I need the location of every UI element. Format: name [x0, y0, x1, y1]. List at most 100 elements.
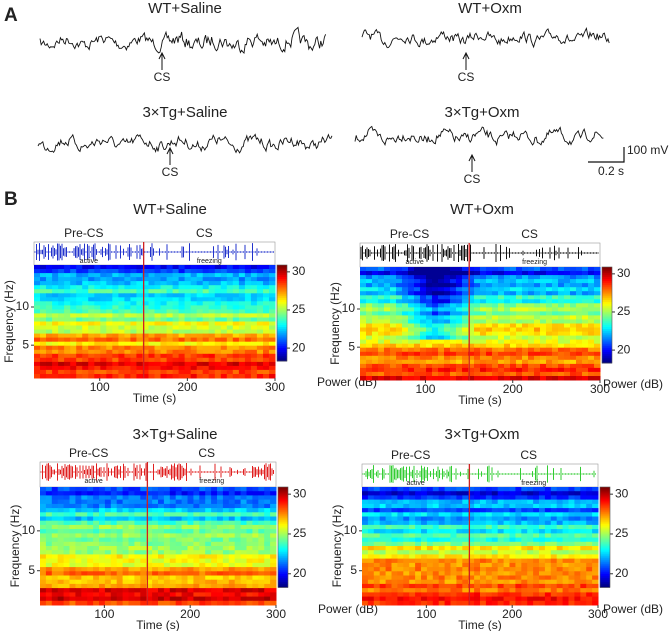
- heatmap-cell: [509, 520, 516, 526]
- heatmap-cell: [521, 499, 528, 505]
- heatmap-cell: [580, 533, 587, 539]
- heatmap-cell: [214, 285, 222, 290]
- heatmap-cell: [544, 487, 552, 492]
- heatmap-cell: [193, 567, 200, 572]
- heatmap-cell: [134, 546, 141, 551]
- heatmap-cell: [397, 537, 404, 543]
- heatmap-cell: [82, 289, 89, 294]
- heatmap-cell: [421, 546, 428, 551]
- heatmap-cell: [75, 554, 82, 560]
- heatmap-cell: [217, 487, 224, 492]
- heatmap-cell: [396, 355, 403, 361]
- heatmap-cell: [142, 374, 149, 379]
- heatmap-cell: [384, 291, 391, 296]
- heatmap-cell: [546, 371, 553, 377]
- heatmap-cell: [222, 558, 230, 564]
- heatmap-cell: [539, 503, 546, 509]
- heatmap-cell: [208, 277, 216, 282]
- heatmap-cell: [414, 355, 421, 361]
- heatmap-cell: [166, 369, 174, 375]
- heatmap-cell: [485, 533, 493, 539]
- heatmap-cell: [220, 277, 228, 282]
- heatmap-cell: [485, 524, 493, 530]
- heatmap-cell: [576, 376, 583, 381]
- heatmap-cell: [70, 337, 77, 343]
- active-label: active: [85, 478, 103, 485]
- colorbar-cell: [278, 527, 288, 530]
- heatmap-cell: [166, 357, 174, 363]
- heatmap-cell: [82, 325, 89, 330]
- heatmap-cell: [124, 289, 131, 294]
- heatmap-cell: [99, 567, 106, 572]
- heatmap-cell: [426, 512, 434, 517]
- heatmap-cell: [366, 343, 373, 349]
- heatmap-cell: [214, 273, 222, 278]
- heatmap-cell: [462, 299, 469, 304]
- heatmap-cell: [552, 339, 559, 345]
- colorbar-frame: [276, 264, 288, 362]
- heatmap-cell: [178, 289, 186, 294]
- heatmap-cell: [516, 343, 523, 349]
- heatmap-cell: [539, 550, 546, 555]
- heatmap-cell: [509, 524, 516, 530]
- heatmap-cell: [556, 508, 564, 513]
- heatmap-cell: [574, 487, 581, 492]
- heatmap-cell: [51, 503, 59, 509]
- heatmap-cell: [528, 376, 535, 381]
- heatmap-cell: [444, 347, 451, 353]
- heatmap-cell: [444, 562, 451, 568]
- heatmap-cell: [116, 541, 124, 547]
- heatmap-cell: [438, 524, 446, 530]
- heatmap-cell: [270, 546, 277, 551]
- heatmap-cell: [415, 546, 422, 551]
- heatmap-cell: [70, 265, 77, 270]
- heatmap-cell: [516, 299, 523, 304]
- heatmap-cell: [226, 361, 234, 367]
- heatmap-cell: [263, 329, 270, 335]
- heatmap-cell: [184, 365, 192, 371]
- heatmap-cell: [264, 533, 271, 539]
- heatmap-cell: [480, 503, 487, 509]
- heatmap-cell: [214, 365, 222, 371]
- heatmap-cell: [184, 273, 192, 278]
- heatmap-cell: [474, 355, 481, 361]
- heatmap-cell: [444, 335, 451, 341]
- heatmap-cell: [462, 367, 469, 373]
- heatmap-cell: [492, 307, 499, 312]
- heatmap-cell: [93, 550, 100, 555]
- heatmap-cell: [193, 516, 200, 522]
- heatmap-cell: [426, 319, 433, 324]
- heatmap-cell: [214, 357, 222, 363]
- heatmap-cell: [238, 313, 246, 318]
- heatmap-cell: [269, 285, 276, 290]
- heatmap-cell: [100, 369, 107, 375]
- heatmap-cell: [40, 374, 47, 379]
- heatmap-cell: [544, 503, 552, 509]
- heatmap-cell: [450, 554, 457, 560]
- heatmap-cell: [130, 289, 137, 294]
- heatmap-cell: [64, 305, 71, 310]
- heatmap-cell: [367, 491, 375, 496]
- heatmap-cell: [533, 503, 540, 509]
- heatmap-cell: [142, 325, 149, 330]
- heatmap-cell: [420, 367, 427, 373]
- heatmap-cell: [360, 335, 367, 341]
- heatmap-cell: [556, 546, 564, 551]
- heatmap-cell: [112, 293, 119, 298]
- heatmap-cell: [390, 299, 397, 304]
- heatmap-cell: [498, 367, 505, 373]
- heatmap-cell: [104, 516, 112, 522]
- heatmap-cell: [52, 341, 59, 347]
- heatmap-cell: [450, 533, 457, 539]
- heatmap-cell: [169, 537, 177, 543]
- heatmap-cell: [366, 267, 373, 272]
- heatmap-cell: [432, 376, 439, 381]
- heatmap-cell: [169, 588, 177, 593]
- heatmap-cell: [480, 335, 487, 341]
- cs-arrowhead: [468, 153, 476, 162]
- heatmap-cell: [104, 529, 112, 534]
- heatmap-cell: [136, 337, 143, 343]
- heatmap-cell: [550, 508, 558, 513]
- heatmap-cell: [76, 317, 83, 322]
- heatmap-cell: [390, 339, 397, 345]
